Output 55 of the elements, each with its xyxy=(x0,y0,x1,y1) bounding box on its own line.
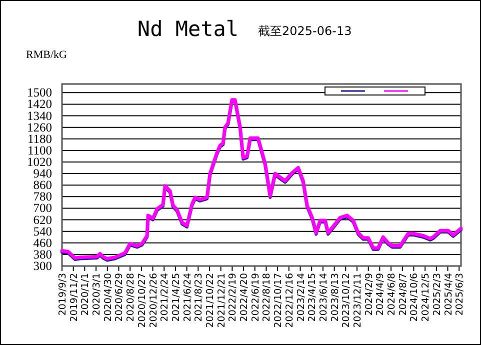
x-tick-label: 2020/6/29 xyxy=(114,273,126,322)
y-tick-label: 780 xyxy=(33,190,52,204)
x-tick-label: 2021/8/23 xyxy=(194,273,205,322)
x-tick-label: 2023/10/12 xyxy=(341,273,352,328)
x-tick-label: 2021/6/24 xyxy=(182,273,194,322)
x-tick-label: 2021/10/22 xyxy=(205,273,216,328)
x-tick-label: 2025/2/3 xyxy=(432,273,443,316)
y-tick-label: 860 xyxy=(33,178,52,192)
y-tick-label: 300 xyxy=(33,259,52,273)
y-tick-label: 1020 xyxy=(27,155,52,169)
x-tick-label: 2023/8/13 xyxy=(330,273,341,322)
x-tick-label: 2022/2/19 xyxy=(228,273,239,322)
y-tick-label: 620 xyxy=(33,212,52,227)
y-tick-label: 700 xyxy=(33,201,52,216)
x-tick-label: 2023/2/14 xyxy=(296,273,307,322)
y-tick-label: 380 xyxy=(33,247,52,262)
x-tick-label: 2022/8/18 xyxy=(262,273,273,322)
x-tick-label: 2020/8/28 xyxy=(126,273,137,322)
x-tick-label: 2020/4/30 xyxy=(102,273,114,322)
x-tick-label: 2024/2/9 xyxy=(364,273,375,316)
x-tick-label: 2025/4/4 xyxy=(443,273,454,316)
x-tick-label: 2025/6/3 xyxy=(454,273,466,316)
x-tick-label: 2023/6/14 xyxy=(318,273,330,322)
y-tick-label: 940 xyxy=(33,166,52,181)
y-tick-label: 1500 xyxy=(27,86,52,100)
x-tick-label: 2024/8/7 xyxy=(398,273,409,316)
chart-subtitle: 截至2025-06-13 xyxy=(258,24,352,38)
x-tick-label: 2023/4/15 xyxy=(307,273,318,322)
x-tick-label: 2020/3/1 xyxy=(92,273,103,316)
x-tick-label: 2021/2/24 xyxy=(160,273,171,322)
x-tick-label: 2021/4/25 xyxy=(170,273,182,322)
x-tick-label: 2019/11/2 xyxy=(68,273,80,322)
x-tick-label: 2022/10/17 xyxy=(273,273,284,328)
x-tick-label: 2024/4/9 xyxy=(375,273,386,316)
y-tick-label: 1340 xyxy=(27,108,52,123)
x-tick-label: 2020/12/26 xyxy=(148,273,160,328)
y-axis-title: RMB/kG xyxy=(26,49,68,61)
x-tick-label: 2019/9/3 xyxy=(58,273,68,316)
y-tick-label: 1260 xyxy=(27,120,52,134)
y-tick-label: 460 xyxy=(33,236,52,250)
x-tick-label: 2024/12/5 xyxy=(420,273,432,322)
y-tick-label: 1420 xyxy=(27,97,52,112)
x-tick-label: 2022/6/19 xyxy=(250,273,262,322)
y-tick-label: 540 xyxy=(33,224,52,238)
x-tick-label: 2024/6/8 xyxy=(386,273,398,316)
x-tick-label: 2021/12/21 xyxy=(216,273,228,328)
x-tick-label: 2022/4/20 xyxy=(239,273,250,322)
x-tick-label: 2023/12/11 xyxy=(352,273,364,328)
x-tick-label: 2024/10/6 xyxy=(409,273,420,322)
y-tick-label: 1100 xyxy=(27,143,52,158)
x-tick-label: 2022/12/16 xyxy=(284,273,296,328)
chart-title: Nd Metal xyxy=(137,17,239,41)
x-tick-label: 2020/1/1 xyxy=(80,273,92,316)
x-tick-label: 2020/10/27 xyxy=(136,273,148,328)
y-tick-label: 1180 xyxy=(27,132,52,146)
